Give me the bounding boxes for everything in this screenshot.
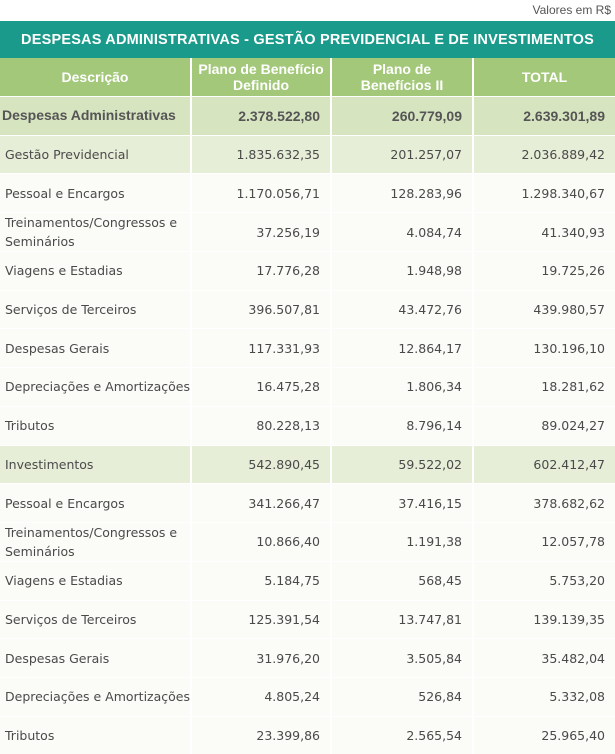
value-total: 2.036.889,42 (472, 134, 615, 174)
value-plan-b2: 1.191,38 (330, 521, 472, 561)
row-label: Tributos (0, 405, 190, 445)
row-label: Pessoal e Encargos (0, 173, 190, 213)
header-total: TOTAL (472, 58, 615, 96)
value-total: 41.340,93 (472, 212, 615, 252)
value-plan-b2: 568,45 (330, 560, 472, 600)
value-total: 25.965,40 (472, 715, 615, 754)
table-row: Pessoal e Encargos 341.266,47 37.416,15 378… (0, 483, 615, 522)
value-plan-b2: 260.779,09 (330, 96, 472, 135)
row-label: Despesas Administrativas (0, 96, 190, 135)
value-total: 5.332,08 (472, 676, 615, 716)
value-plan-b2: 37.416,15 (330, 483, 472, 522)
value-plan-bd: 5.184,75 (190, 560, 330, 600)
value-plan-bd: 16.475,28 (190, 367, 330, 406)
value-plan-b2: 201.257,07 (330, 134, 472, 174)
header-plan-bd: Plano de Benefício Definido (190, 58, 330, 96)
value-plan-b2: 43.472,76 (330, 289, 472, 329)
value-plan-bd: 37.256,19 (190, 212, 330, 252)
row-label: Despesas Gerais (0, 328, 190, 368)
table-row: Pessoal e Encargos 1.170.056,71 128.283,96… (0, 173, 615, 213)
value-plan-b2: 4.084,74 (330, 212, 472, 252)
table-row: Serviços de Terceiros 125.391,54 13.747,81… (0, 599, 615, 639)
units-label: Valores em R$ (532, 3, 611, 17)
value-plan-bd: 1.170.056,71 (190, 173, 330, 213)
value-plan-bd: 80.228,13 (190, 405, 330, 445)
value-total: 18.281,62 (472, 367, 615, 406)
value-total: 12.057,78 (472, 521, 615, 561)
row-label: Serviços de Terceiros (0, 599, 190, 639)
value-total: 89.024,27 (472, 405, 615, 445)
value-plan-b2: 59.522,02 (330, 444, 472, 484)
row-label: Depreciações e Amortizações (0, 676, 190, 716)
value-plan-bd: 2.378.522,80 (190, 96, 330, 135)
value-plan-bd: 4.805,24 (190, 676, 330, 716)
value-plan-b2: 13.747,81 (330, 599, 472, 639)
value-total: 439.980,57 (472, 289, 615, 329)
table-row: Tributos 23.399,86 2.565,54 25.965,40 (0, 715, 615, 754)
table-row: Despesas Gerais 31.976,20 3.505,84 35.482,0… (0, 638, 615, 677)
value-plan-bd: 396.507,81 (190, 289, 330, 329)
section-row: Investimentos 542.890,45 59.522,02 602.412,… (0, 444, 615, 484)
value-total: 35.482,04 (472, 638, 615, 677)
value-total: 5.753,20 (472, 560, 615, 600)
value-plan-b2: 1.806,34 (330, 367, 472, 406)
row-label: Viagens e Estadias (0, 251, 190, 290)
table-title: DESPESAS ADMINISTRATIVAS - GESTÃO PREVID… (0, 21, 615, 58)
value-total: 130.196,10 (472, 328, 615, 368)
table-row: Depreciações e Amortizações 4.805,24 526,8… (0, 676, 615, 716)
value-plan-bd: 17.776,28 (190, 251, 330, 290)
value-total: 378.682,62 (472, 483, 615, 522)
table-row: Serviços de Terceiros 396.507,81 43.472,76… (0, 289, 615, 329)
total-row: Despesas Administrativas 2.378.522,80 260.… (0, 96, 615, 135)
value-plan-bd: 542.890,45 (190, 444, 330, 484)
row-label: Treinamentos/Congressos e Seminários (0, 212, 190, 252)
value-plan-bd: 341.266,47 (190, 483, 330, 522)
value-total: 139.139,35 (472, 599, 615, 639)
table-row: Tributos 80.228,13 8.796,14 89.024,27 (0, 405, 615, 445)
section-row: Gestão Previdencial 1.835.632,35 201.257,0… (0, 134, 615, 174)
value-total: 2.639.301,89 (472, 96, 615, 135)
value-total: 602.412,47 (472, 444, 615, 484)
value-plan-b2: 1.948,98 (330, 251, 472, 290)
table-row: Treinamentos/Congressos e Seminários 10.8… (0, 521, 615, 561)
value-plan-b2: 526,84 (330, 676, 472, 716)
table-row: Despesas Gerais 117.331,93 12.864,17 130.19… (0, 328, 615, 368)
value-plan-b2: 2.565,54 (330, 715, 472, 754)
value-plan-b2: 3.505,84 (330, 638, 472, 677)
row-label: Treinamentos/Congressos e Seminários (0, 521, 190, 561)
row-label: Tributos (0, 715, 190, 754)
header-plan-b2: Plano de Benefícios II (330, 58, 472, 96)
header-row: Descrição Plano de Benefício Definido Pl… (0, 58, 615, 96)
value-total: 19.725,26 (472, 251, 615, 290)
value-plan-b2: 8.796,14 (330, 405, 472, 445)
row-label: Investimentos (0, 444, 190, 484)
row-label: Serviços de Terceiros (0, 289, 190, 329)
value-plan-b2: 128.283,96 (330, 173, 472, 213)
row-label: Depreciações e Amortizações (0, 367, 190, 406)
table-row: Viagens e Estadias 17.776,28 1.948,98 19.72… (0, 251, 615, 290)
value-total: 1.298.340,67 (472, 173, 615, 213)
row-label: Viagens e Estadias (0, 560, 190, 600)
value-plan-bd: 125.391,54 (190, 599, 330, 639)
value-plan-bd: 10.866,40 (190, 521, 330, 561)
row-label: Pessoal e Encargos (0, 483, 190, 522)
header-description: Descrição (0, 58, 190, 96)
value-plan-bd: 31.976,20 (190, 638, 330, 677)
value-plan-b2: 12.864,17 (330, 328, 472, 368)
table-row: Depreciações e Amortizações 16.475,28 1.80… (0, 367, 615, 406)
expenses-table: Descrição Plano de Benefício Definido Pl… (0, 58, 615, 754)
row-label: Gestão Previdencial (0, 134, 190, 174)
row-label: Despesas Gerais (0, 638, 190, 677)
table-row: Viagens e Estadias 5.184,75 568,45 5.753,20 (0, 560, 615, 600)
value-plan-bd: 117.331,93 (190, 328, 330, 368)
value-plan-bd: 23.399,86 (190, 715, 330, 754)
table-body: Despesas Administrativas 2.378.522,80 260.… (0, 96, 615, 754)
value-plan-bd: 1.835.632,35 (190, 134, 330, 174)
table-row: Treinamentos/Congressos e Seminários 37.2… (0, 212, 615, 252)
